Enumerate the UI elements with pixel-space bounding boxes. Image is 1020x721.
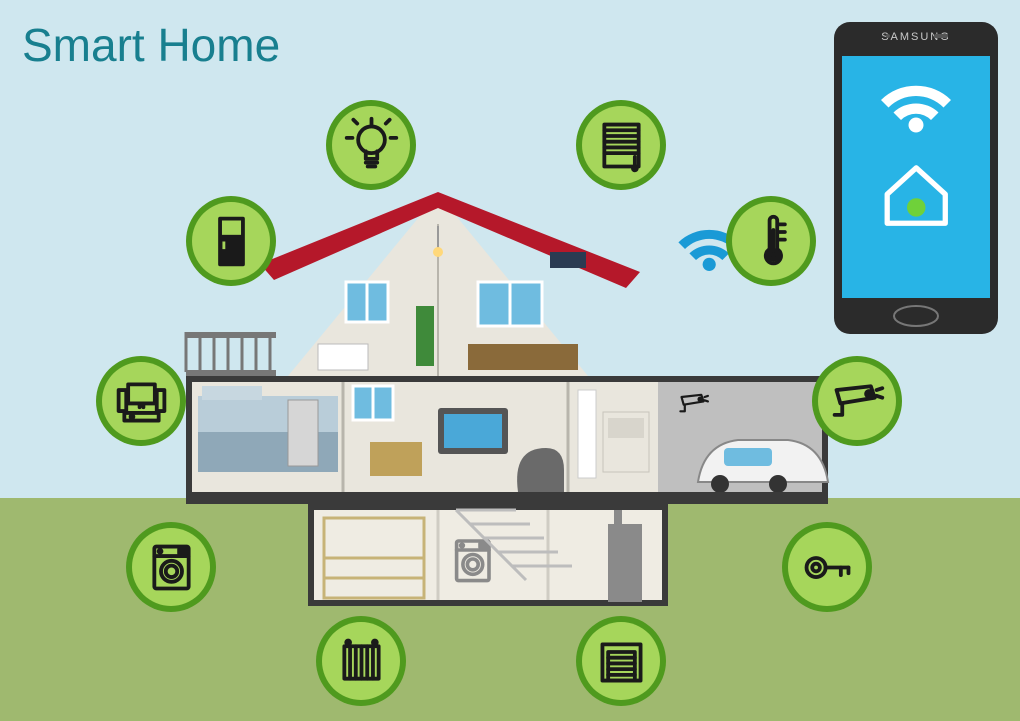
thermometer-badge-inner <box>732 202 810 280</box>
radiator-badge <box>316 616 406 706</box>
kitchen <box>198 386 338 472</box>
blinds-icon <box>591 115 652 176</box>
page-title: Smart Home <box>22 18 280 72</box>
fridge-badge-inner <box>192 202 270 280</box>
garage-badge-inner <box>582 622 660 700</box>
key-icon <box>797 537 858 598</box>
lightbulb-icon <box>341 115 402 176</box>
media-icon <box>111 371 172 432</box>
washer-badge <box>126 522 216 612</box>
lightbulb-badge-inner <box>332 106 410 184</box>
thermometer-icon <box>741 211 802 272</box>
cctv-badge <box>812 356 902 446</box>
window <box>353 386 393 420</box>
media-badge-inner <box>102 362 180 440</box>
cctv-badge-inner <box>818 362 896 440</box>
key-badge <box>782 522 872 612</box>
fridge-icon <box>201 211 262 272</box>
blinds-badge-inner <box>582 106 660 184</box>
key-badge-inner <box>788 528 866 606</box>
garage-badge <box>576 616 666 706</box>
radiator-icon <box>331 631 392 692</box>
thermometer-badge <box>726 196 816 286</box>
cctv-icon <box>827 371 888 432</box>
window <box>346 282 388 322</box>
radiator-badge-inner <box>322 622 400 700</box>
smartphone-controller: SAMSUNG <box>834 22 998 334</box>
lightbulb-badge <box>326 100 416 190</box>
washer-badge-inner <box>132 528 210 606</box>
garage-icon <box>591 631 652 692</box>
media-badge <box>96 356 186 446</box>
balcony <box>186 332 276 376</box>
blinds-badge <box>576 100 666 190</box>
window <box>478 282 542 326</box>
washer-icon <box>141 537 202 598</box>
smart-home-infographic: Smart Home <box>0 0 1020 721</box>
fridge-badge <box>186 196 276 286</box>
